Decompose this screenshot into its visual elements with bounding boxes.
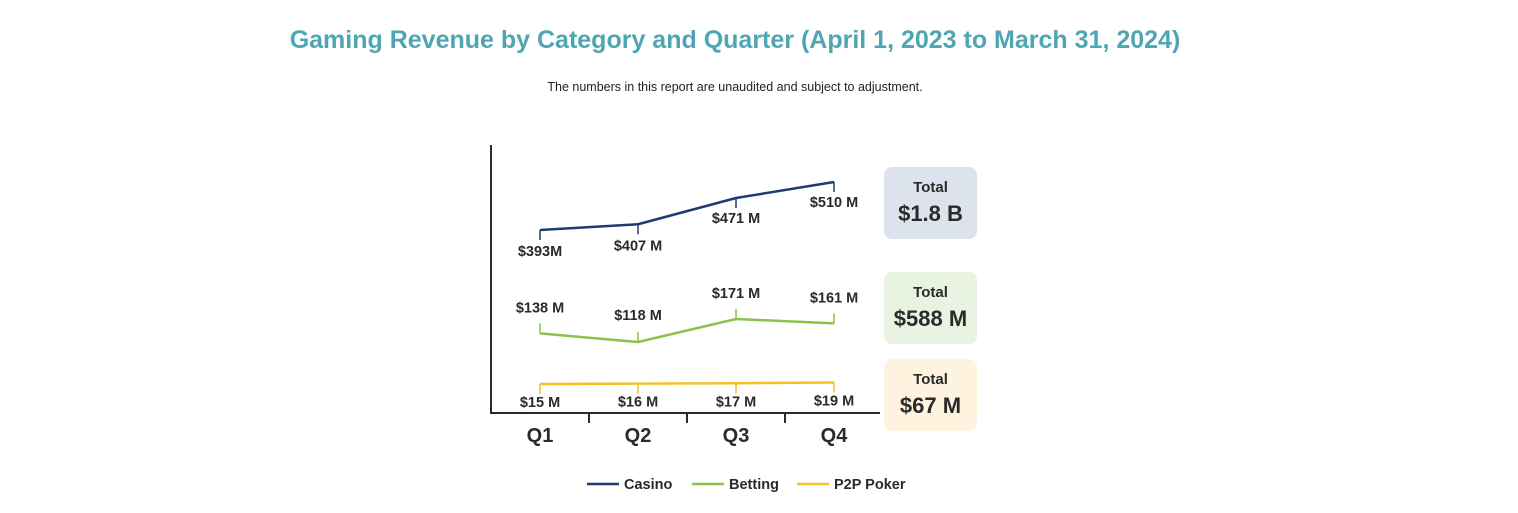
total-caption: Total bbox=[913, 371, 948, 388]
series-line-p2p-poker bbox=[539, 381, 835, 386]
total-box-betting: Total $588 M bbox=[884, 272, 977, 344]
series-casino: $393M $407 M $471 M $510 M bbox=[518, 180, 858, 260]
x-tick-label-q3: Q3 bbox=[723, 425, 750, 447]
data-label-p2p-poker: $16 M bbox=[618, 395, 658, 411]
x-tick-label-q4: Q4 bbox=[821, 425, 849, 447]
data-label-casino: $407 M bbox=[614, 238, 662, 254]
chart-title: Gaming Revenue by Category and Quarter (… bbox=[289, 26, 1181, 54]
series-line-casino bbox=[539, 180, 835, 232]
legend-item-betting: Betting bbox=[692, 477, 779, 493]
total-caption: Total bbox=[913, 284, 948, 301]
total-box-p2p-poker: Total $67 M bbox=[884, 359, 977, 431]
legend-label: Casino bbox=[624, 477, 672, 493]
total-box-casino: Total $1.8 B bbox=[884, 167, 977, 239]
series-p2p-poker: $15 M $16 M $17 M $19 M bbox=[520, 381, 854, 411]
data-label-betting: $171 M bbox=[712, 286, 760, 302]
data-label-casino: $393M bbox=[518, 244, 562, 260]
total-caption: Total bbox=[913, 179, 948, 196]
data-label-betting: $161 M bbox=[810, 290, 858, 306]
total-value: $1.8 B bbox=[898, 201, 963, 226]
data-label-betting: $138 M bbox=[516, 300, 564, 316]
chart-subtitle: The numbers in this report are unaudited… bbox=[547, 80, 923, 94]
data-label-p2p-poker: $15 M bbox=[520, 395, 560, 411]
x-tick-label-q2: Q2 bbox=[625, 425, 652, 447]
legend-item-p2p-poker: P2P Poker bbox=[797, 477, 906, 493]
total-value: $67 M bbox=[900, 393, 961, 418]
series-line-betting bbox=[539, 317, 835, 344]
total-value: $588 M bbox=[894, 306, 967, 331]
legend-item-casino: Casino bbox=[587, 477, 672, 493]
total-box-bg bbox=[884, 359, 977, 431]
series-betting: $138 M $118 M $171 M $161 M bbox=[516, 286, 858, 344]
data-label-betting: $118 M bbox=[614, 308, 662, 324]
data-label-casino: $510 M bbox=[810, 195, 858, 211]
total-box-bg bbox=[884, 167, 977, 239]
data-label-casino: $471 M bbox=[712, 211, 760, 227]
data-label-p2p-poker: $17 M bbox=[716, 394, 756, 410]
total-box-bg bbox=[884, 272, 977, 344]
legend-label: Betting bbox=[729, 477, 779, 493]
x-tick-label-q1: Q1 bbox=[527, 425, 554, 447]
data-label-p2p-poker: $19 M bbox=[814, 394, 854, 410]
legend-label: P2P Poker bbox=[834, 477, 906, 493]
